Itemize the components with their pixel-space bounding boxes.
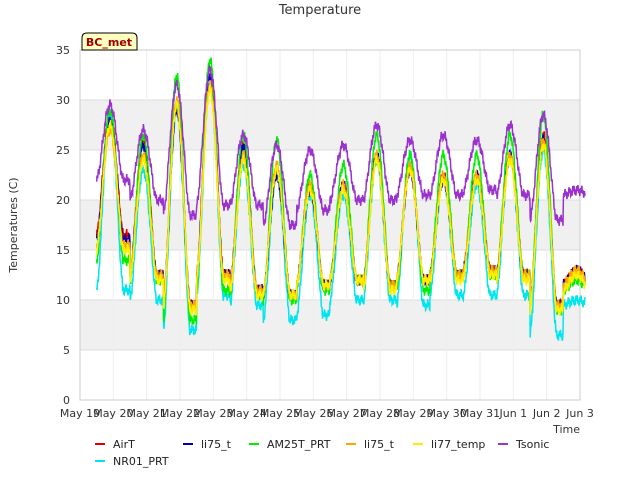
background-band	[80, 100, 580, 150]
x-tick-label: May 27	[327, 407, 367, 420]
x-tick-label: May 29	[393, 407, 433, 420]
plot-frame	[79, 49, 581, 401]
y-tick-label: 30	[56, 94, 70, 107]
series-line-tsonic	[95, 65, 586, 231]
chart-title: Temperature	[278, 3, 361, 18]
x-tick-label: May 20	[93, 407, 133, 420]
y-tick-label: 35	[56, 44, 70, 57]
x-axis-label: Time	[552, 423, 580, 436]
x-tick-label: May 19	[60, 407, 100, 420]
x-tick-label: May 25	[260, 407, 300, 420]
series-lines	[95, 57, 586, 341]
legend-label: AirT	[113, 438, 135, 451]
x-tick-label: Jun 1	[498, 407, 527, 420]
legend-label: li77_temp	[431, 438, 485, 451]
annotation-badge: BC_met	[81, 32, 138, 51]
x-tick-label: May 26	[293, 407, 333, 420]
x-tick-label: May 30	[427, 407, 467, 420]
annotation-text: BC_met	[86, 36, 132, 49]
x-tick-label: May 22	[160, 407, 200, 420]
x-tick-label: May 21	[127, 407, 167, 420]
legend-label: NR01_PRT	[113, 455, 169, 468]
y-axis: 0 5 10 15 20 25 30 35	[56, 44, 70, 407]
legend-label: li75_t	[364, 438, 395, 451]
y-tick-label: 10	[56, 294, 70, 307]
y-tick-label: 5	[63, 344, 70, 357]
legend-label: Tsonic	[515, 438, 549, 451]
y-axis-label: Temperatures (C)	[7, 177, 20, 273]
y-tick-label: 15	[56, 244, 70, 257]
x-tick-label: Jun 3	[565, 407, 594, 420]
legend-label: AM25T_PRT	[267, 438, 331, 451]
legend: AirT li75_t AM25T_PRT li75_t li77_temp Tsonic…	[95, 438, 549, 468]
y-tick-label: 25	[56, 144, 70, 157]
y-tick-label: 0	[63, 394, 70, 407]
series-line-li77-temp	[95, 83, 586, 317]
x-tick-label: May 28	[360, 407, 400, 420]
x-tick-label: Jun 2	[532, 407, 561, 420]
y-tick-label: 20	[56, 194, 70, 207]
x-tick-label: May 24	[227, 407, 267, 420]
legend-label: li75_t	[201, 438, 232, 451]
x-tick-label: May 23	[193, 407, 233, 420]
x-tick-label: May 31	[460, 407, 500, 420]
